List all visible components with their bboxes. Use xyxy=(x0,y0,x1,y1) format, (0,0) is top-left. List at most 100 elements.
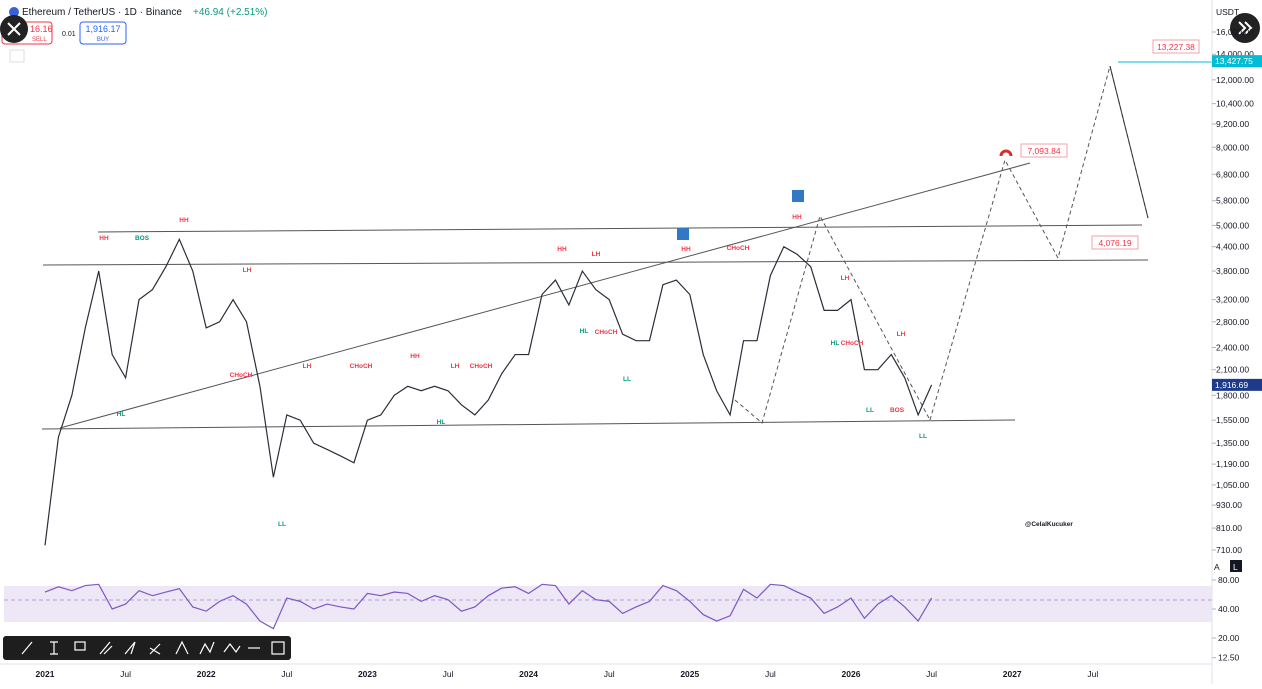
price-tag-label: 13,427.75 xyxy=(1215,56,1253,66)
tool-icon[interactable] xyxy=(223,643,241,654)
y-tick-label: 1,350.00 xyxy=(1216,438,1249,448)
projection xyxy=(1109,65,1149,219)
annotation: LH xyxy=(451,363,460,370)
x-tick-label: 2026 xyxy=(842,669,861,679)
annotation: HH xyxy=(99,235,109,242)
tool-icon[interactable] xyxy=(21,641,33,655)
annotation: HH xyxy=(681,246,691,253)
sell-price: 16.16 xyxy=(30,24,53,34)
collapse-button[interactable] xyxy=(9,49,25,63)
note: 13,227.38 xyxy=(1157,42,1195,52)
note-box xyxy=(1091,235,1139,250)
rsi-tick-label: 12.50 xyxy=(1218,653,1240,663)
annotation: LH xyxy=(243,267,252,274)
tool-icon[interactable] xyxy=(99,641,113,655)
tool-icon[interactable] xyxy=(271,641,285,655)
x-tick-label: 2025 xyxy=(680,669,699,679)
y-tick-label: 3,800.00 xyxy=(1216,266,1249,276)
annotation: LH xyxy=(303,363,312,370)
annotation: CHoCH xyxy=(470,363,493,370)
change: +46.94 (+2.51%) xyxy=(193,7,268,18)
x-tick-label: Jul xyxy=(120,669,131,679)
trendline xyxy=(97,224,1143,233)
annotation: CHoCH xyxy=(727,245,750,252)
x-tick-label: 2023 xyxy=(358,669,377,679)
y-tick-label: 3,200.00 xyxy=(1216,295,1249,305)
credit: @CelalKucuker xyxy=(1025,521,1073,528)
annotation: HH xyxy=(410,353,420,360)
annotation: HL xyxy=(437,419,446,426)
tool-icon[interactable] xyxy=(175,640,189,655)
tool-icon[interactable] xyxy=(124,641,136,655)
coin-icon xyxy=(9,7,19,17)
note: 7,093.84 xyxy=(1027,146,1060,156)
symbol: Ethereum / TetherUS · 1D · Binance xyxy=(22,7,182,18)
annotation: LH xyxy=(897,331,906,338)
magnet-icon xyxy=(999,149,1013,157)
y-tick-label: 16,000.00 xyxy=(1216,27,1254,37)
annotation: HH xyxy=(557,246,567,253)
y-tick-label: 1,050.00 xyxy=(1216,480,1249,490)
tool-icon[interactable] xyxy=(199,641,215,655)
note: 4,076.19 xyxy=(1098,238,1131,248)
y-tick-label: 1,550.00 xyxy=(1216,415,1249,425)
rsi-line xyxy=(44,583,933,630)
annotation: HL xyxy=(831,340,840,347)
y-tick-label: 5,000.00 xyxy=(1216,220,1249,230)
price-tag xyxy=(1212,378,1262,391)
log-button[interactable] xyxy=(1230,560,1242,572)
y-tick-label: 1,800.00 xyxy=(1216,390,1249,400)
y-tick-label: 4,400.00 xyxy=(1216,242,1249,252)
price-line xyxy=(44,237,933,546)
buy-label: BUY xyxy=(97,37,109,43)
y-tick-label: 14,000.00 xyxy=(1216,49,1254,59)
note-box xyxy=(1152,39,1200,54)
drawing-toolbar xyxy=(3,636,291,660)
close-icon xyxy=(7,22,21,36)
price-tag xyxy=(1212,55,1262,68)
x-tick-label: Jul xyxy=(443,669,454,679)
annotation: BOS xyxy=(135,235,150,242)
annotation: LL xyxy=(278,521,286,528)
buy-button[interactable] xyxy=(79,21,127,45)
y-tick-label: 10,400.00 xyxy=(1216,99,1254,109)
spread: 0.01 xyxy=(62,31,76,38)
x-tick-label: Jul xyxy=(281,669,292,679)
annotation: BOS xyxy=(890,407,905,414)
y-tick-label: 6,800.00 xyxy=(1216,169,1249,179)
x-tick-label: Jul xyxy=(604,669,615,679)
rsi-tick-label: 40.00 xyxy=(1218,604,1240,614)
annotation: LH xyxy=(841,275,850,282)
y-tick-label: 2,100.00 xyxy=(1216,365,1249,375)
drawings xyxy=(41,61,1212,430)
y-tick-label: 2,400.00 xyxy=(1216,342,1249,352)
auto-button[interactable]: A xyxy=(1214,562,1220,572)
trendline xyxy=(42,259,1149,266)
annotation: HL xyxy=(117,411,126,418)
annotation: LL xyxy=(919,433,927,440)
x-tick-label: Jul xyxy=(926,669,937,679)
annotation: LL xyxy=(866,407,874,414)
sell-label: SELL xyxy=(32,37,47,43)
x-tick-label: 2027 xyxy=(1003,669,1022,679)
y-tick-label: 9,200.00 xyxy=(1216,119,1249,129)
projection xyxy=(734,214,931,424)
tool-icon[interactable] xyxy=(149,643,161,655)
y-tick-label: 8,000.00 xyxy=(1216,142,1249,152)
x-tick-label: 2024 xyxy=(519,669,538,679)
note-box xyxy=(1020,143,1068,158)
x-tick-label: 2021 xyxy=(36,669,55,679)
y-tick-label: 1,190.00 xyxy=(1216,459,1249,469)
y-tick-label: 710.00 xyxy=(1216,545,1242,555)
annotation: CHoCH xyxy=(230,372,253,379)
log-label: L xyxy=(1233,562,1238,572)
tool-icon[interactable] xyxy=(50,641,58,655)
x-tick-label: Jul xyxy=(1087,669,1098,679)
signal-icon xyxy=(792,190,804,202)
tool-icon[interactable] xyxy=(74,641,86,651)
buy-price: 1,916.17 xyxy=(85,24,120,34)
y-tick-label: 930.00 xyxy=(1216,500,1242,510)
annotation: HH xyxy=(792,214,802,221)
rsi-band xyxy=(4,586,1212,622)
